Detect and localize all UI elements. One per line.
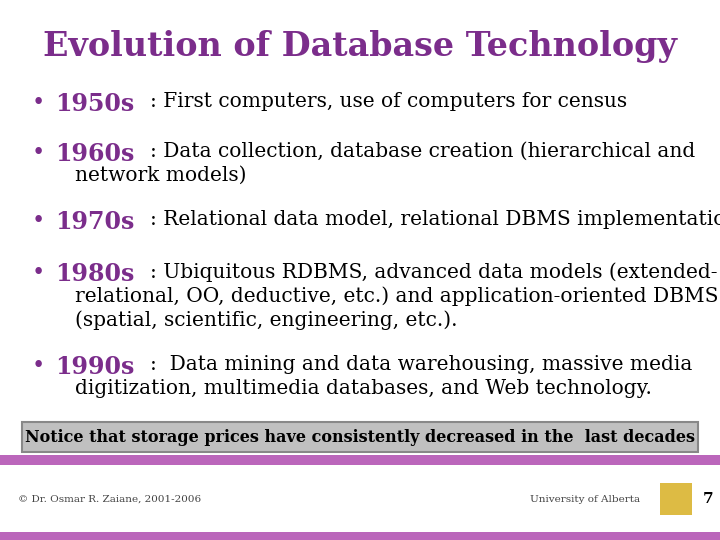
Text: : Data collection, database creation (hierarchical and: : Data collection, database creation (hi… — [150, 142, 696, 161]
Text: Notice that storage prices have consistently decreased in the  last decades: Notice that storage prices have consiste… — [25, 429, 695, 446]
Bar — [0, 465, 720, 532]
Text: digitization, multimedia databases, and Web technology.: digitization, multimedia databases, and … — [75, 379, 652, 398]
Text: Evolution of Database Technology: Evolution of Database Technology — [43, 30, 677, 63]
Text: network models): network models) — [75, 166, 246, 185]
Text: University of Alberta: University of Alberta — [530, 495, 640, 503]
Text: 1990s: 1990s — [55, 355, 135, 379]
Bar — [0, 455, 720, 465]
Text: •: • — [32, 355, 45, 377]
Text: •: • — [32, 142, 45, 164]
Text: 1970s: 1970s — [55, 210, 135, 234]
Text: (spatial, scientific, engineering, etc.).: (spatial, scientific, engineering, etc.)… — [75, 310, 457, 329]
Text: •: • — [32, 210, 45, 232]
Text: : Relational data model, relational DBMS implementation.: : Relational data model, relational DBMS… — [150, 210, 720, 229]
Text: 1950s: 1950s — [55, 92, 134, 116]
Text: 1980s: 1980s — [55, 262, 135, 286]
Text: : Ubiquitous RDBMS, advanced data models (extended-: : Ubiquitous RDBMS, advanced data models… — [150, 262, 718, 282]
FancyBboxPatch shape — [22, 422, 698, 452]
Text: •: • — [32, 262, 45, 284]
Text: relational, OO, deductive, etc.) and application-oriented DBMS: relational, OO, deductive, etc.) and app… — [75, 286, 719, 306]
Text: : First computers, use of computers for census: : First computers, use of computers for … — [150, 92, 627, 111]
Text: :  Data mining and data warehousing, massive media: : Data mining and data warehousing, mass… — [150, 355, 693, 374]
Text: 7: 7 — [703, 492, 714, 506]
Bar — [660, 483, 692, 515]
Text: 1960s: 1960s — [55, 142, 135, 166]
Text: •: • — [32, 92, 45, 114]
Text: © Dr. Osmar R. Zaiane, 2001-2006: © Dr. Osmar R. Zaiane, 2001-2006 — [18, 495, 201, 503]
Bar — [0, 532, 720, 540]
